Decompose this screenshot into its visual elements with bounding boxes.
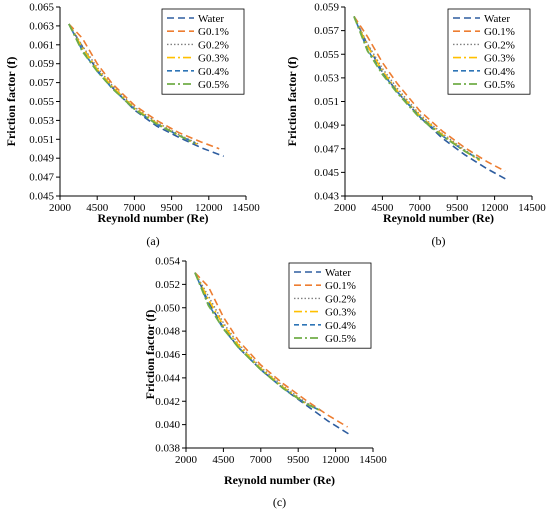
x-tick-label: 7000: [409, 202, 432, 214]
y-tick-label: 0.055: [314, 49, 339, 61]
legend-label: G0.1%: [484, 26, 515, 38]
series-line-G0.2%: [353, 16, 480, 160]
y-tick-label: 0.049: [29, 153, 54, 165]
x-tick-label: 9500: [446, 202, 469, 214]
series-line-Water: [194, 272, 352, 436]
series-line-G0.1%: [353, 15, 506, 172]
y-tick-label: 0.047: [314, 143, 339, 155]
y-axis-title: Friction factor (f): [143, 310, 157, 400]
series-line-G0.1%: [68, 23, 220, 150]
y-tick-label: 0.051: [29, 134, 54, 146]
x-axis-title: Reynold number (Re): [224, 473, 335, 487]
y-tick-label: 0.065: [29, 2, 54, 14]
chart-panel-a: 0.045 0.047 0.049 0.051 0.053 0.055 0.057 0.059…: [4, 2, 260, 249]
x-tick-label: 4500: [371, 202, 394, 214]
legend-box: [161, 8, 245, 95]
y-tick-label: 0.050: [155, 302, 180, 314]
y-tick-label: 0.053: [314, 72, 339, 84]
y-tick-label: 0.057: [314, 25, 339, 37]
legend-label: G0.2%: [198, 39, 229, 51]
y-tick-label: 0.042: [155, 396, 180, 408]
series-line-G0.3%: [353, 16, 481, 162]
series-line-G0.5%: [194, 272, 321, 412]
legend-box: [447, 8, 531, 95]
legend-label: G0.2%: [484, 39, 515, 51]
x-tick-label: 4500: [86, 202, 109, 214]
legend-label: G0.5%: [325, 333, 356, 345]
chart-panel-c: 0.038 0.040 0.042 0.044 0.046 0.048 0.050 0.052…: [143, 256, 387, 510]
y-tick-label: 0.063: [29, 20, 54, 32]
y-tick-label: 0.047: [29, 172, 54, 184]
series-line-G0.2%: [68, 23, 199, 145]
x-tick-label: 9500: [161, 202, 184, 214]
y-tick-label: 0.051: [314, 96, 339, 108]
x-tick-label: 14500: [232, 202, 260, 214]
y-tick-label: 0.046: [155, 349, 180, 361]
legend-label: G0.5%: [198, 79, 229, 91]
x-tick-label: 12000: [195, 202, 223, 214]
y-axis-title: Friction factor (f): [285, 57, 299, 147]
series-line-G0.4%: [353, 16, 480, 161]
y-tick-label: 0.059: [29, 58, 54, 70]
panel-label: (b): [432, 234, 446, 248]
y-tick-label: 0.038: [155, 443, 180, 455]
y-axis-title: Friction factor (f): [4, 57, 18, 147]
legend-label: G0.5%: [484, 79, 515, 91]
y-tick-label: 0.044: [155, 372, 180, 384]
y-tick-label: 0.048: [155, 326, 180, 338]
chart-panel-b: 0.043 0.045 0.047 0.049 0.051 0.053 0.055 0.057…: [285, 2, 546, 249]
series-line-G0.2%: [194, 272, 321, 412]
legend-label: G0.4%: [325, 320, 356, 332]
x-tick-label: 2000: [49, 202, 72, 214]
y-tick-label: 0.054: [155, 256, 180, 268]
legend-label: Water: [325, 267, 351, 279]
x-tick-label: 2000: [175, 454, 198, 466]
legend-label: G0.1%: [198, 26, 229, 38]
x-tick-label: 14500: [518, 202, 546, 214]
legend-label: G0.3%: [484, 53, 515, 65]
legend-label: Water: [198, 13, 224, 25]
legend-label: Water: [484, 13, 510, 25]
x-tick-label: 12000: [481, 202, 509, 214]
y-tick-label: 0.059: [314, 2, 339, 14]
legend-label: G0.3%: [198, 53, 229, 65]
series-line-G0.4%: [194, 272, 321, 412]
y-tick-label: 0.053: [29, 115, 54, 127]
legend-label: G0.3%: [325, 307, 356, 319]
x-tick-label: 2000: [334, 202, 357, 214]
legend-label: G0.4%: [484, 66, 515, 78]
y-tick-label: 0.045: [29, 191, 54, 203]
series-line-G0.5%: [68, 23, 195, 144]
y-tick-label: 0.040: [155, 419, 180, 431]
panel-label: (c): [273, 495, 286, 509]
y-tick-label: 0.043: [314, 191, 339, 203]
y-tick-label: 0.055: [29, 96, 54, 108]
legend-label: G0.1%: [325, 280, 356, 292]
x-axis-title: Reynold number (Re): [97, 211, 208, 225]
series-line-G0.3%: [194, 272, 321, 412]
legend-box: [288, 262, 372, 349]
x-tick-label: 9500: [287, 454, 310, 466]
legend-label: G0.4%: [198, 66, 229, 78]
y-tick-label: 0.052: [155, 279, 180, 291]
x-tick-label: 4500: [212, 454, 235, 466]
y-tick-label: 0.045: [314, 167, 339, 179]
x-tick-label: 7000: [123, 202, 146, 214]
x-axis-title: Reynold number (Re): [383, 211, 494, 225]
y-tick-label: 0.049: [314, 120, 339, 132]
x-tick-label: 7000: [250, 454, 273, 466]
x-tick-label: 14500: [359, 454, 387, 466]
x-tick-label: 12000: [322, 454, 350, 466]
y-tick-label: 0.057: [29, 77, 54, 89]
y-tick-label: 0.061: [29, 39, 54, 51]
legend-label: G0.2%: [325, 293, 356, 305]
panel-label: (a): [146, 234, 159, 248]
